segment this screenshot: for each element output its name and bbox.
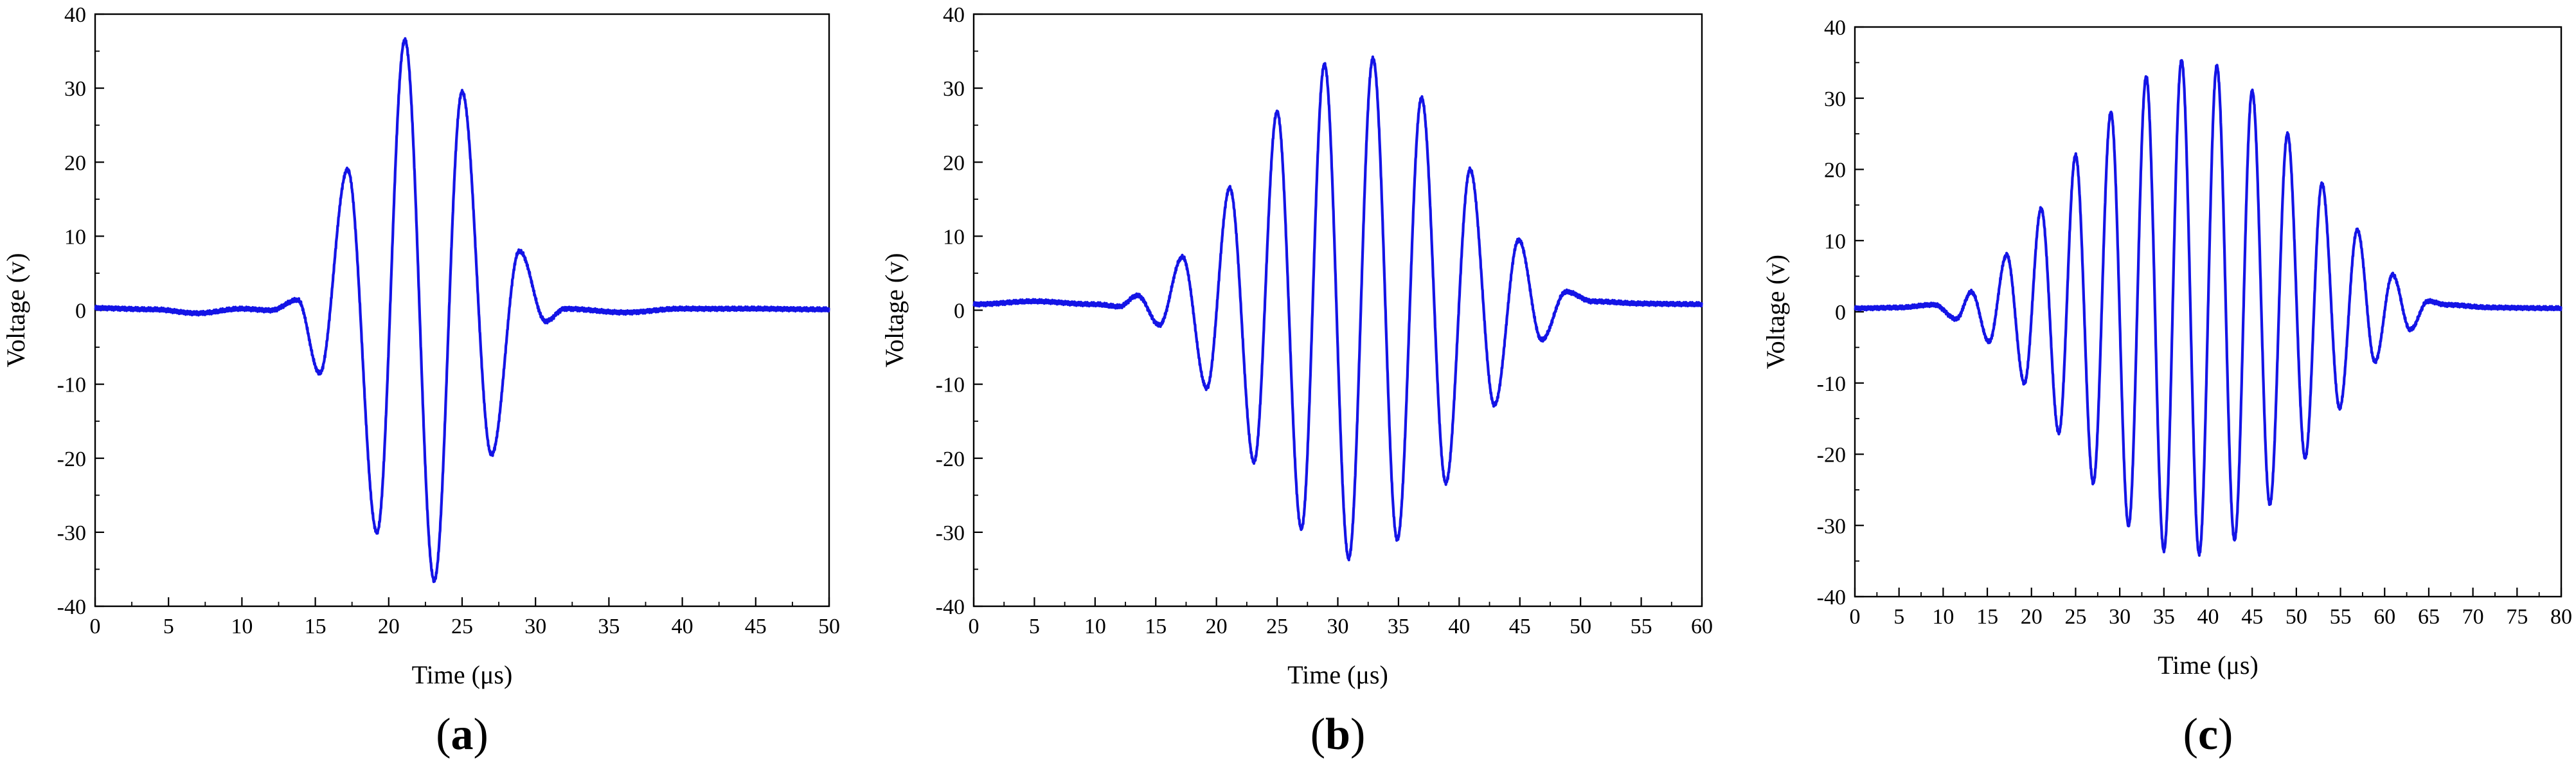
y-tick-label: -30 — [936, 521, 965, 545]
y-tick-label: 40 — [943, 3, 965, 27]
y-axis-title: Voltage (v) — [880, 253, 909, 367]
y-tick-label: 10 — [943, 225, 965, 249]
x-tick-label: 40 — [672, 615, 693, 638]
x-tick-label: 25 — [451, 615, 473, 638]
chart-panel-b: 0 5 10 15 20 25 30 35 40 45 50 55 60 -40 -30 -20 -10 0 10 2… — [880, 3, 1713, 759]
y-tick-label: -20 — [936, 447, 965, 471]
y-tick-label: 40 — [64, 3, 86, 27]
x-tick-label: 5 — [163, 615, 174, 638]
y-tick-label: -20 — [57, 447, 86, 471]
x-tick-label: 10 — [1932, 605, 1954, 629]
x-tick-label: 75 — [2506, 605, 2528, 629]
y-tick-label: -30 — [1817, 514, 1846, 538]
x-tick-label: 20 — [378, 615, 400, 638]
x-tick-label: 45 — [2241, 605, 2263, 629]
x-tick-label: 15 — [305, 615, 326, 638]
y-tick-label: -40 — [1817, 586, 1846, 609]
x-tick-label: 0 — [969, 615, 979, 638]
y-tick-label: 10 — [1824, 230, 1846, 253]
x-tick-label: 65 — [2418, 605, 2440, 629]
x-tick-label: 20 — [1206, 615, 1228, 638]
x-tick-label: 15 — [1145, 615, 1167, 638]
y-tick-label: -40 — [936, 595, 965, 619]
x-tick-label: 40 — [1448, 615, 1470, 638]
x-tick-label: 80 — [2550, 605, 2572, 629]
x-tick-label: 50 — [2285, 605, 2307, 629]
x-tick-label: 40 — [2197, 605, 2219, 629]
y-tick-label: -10 — [57, 374, 86, 397]
x-tick-label: 25 — [1266, 615, 1288, 638]
x-tick-label: 45 — [1509, 615, 1531, 638]
y-tick-label: 20 — [943, 151, 965, 175]
y-tick-label: 30 — [943, 77, 965, 101]
y-tick-label: 20 — [1824, 159, 1846, 183]
voltage-series-line — [94, 37, 830, 583]
voltage-series-line — [1854, 59, 2563, 557]
x-tick-label: 25 — [2064, 605, 2086, 629]
x-tick-label: 30 — [1327, 615, 1349, 638]
x-axis-title: Time (μs) — [1287, 660, 1388, 689]
x-tick-label: 55 — [2330, 605, 2352, 629]
x-axis-title: Time (μs) — [2158, 651, 2258, 680]
x-tick-label: 50 — [1570, 615, 1591, 638]
chart-panel-c: 0 5 10 15 20 25 30 35 40 45 50 55 60 65 70 75 80 -40 -30 -2… — [1761, 16, 2572, 759]
x-tick-label: 0 — [1850, 605, 1861, 629]
x-tick-label: 35 — [598, 615, 620, 638]
y-tick-label: -30 — [57, 521, 86, 545]
y-tick-label: 0 — [75, 300, 86, 323]
y-tick-label: 30 — [64, 77, 86, 101]
panel-label: (a) — [436, 710, 488, 759]
y-tick-label: 40 — [1824, 16, 1846, 40]
y-tick-label: -20 — [1817, 444, 1846, 467]
y-tick-label: -10 — [1817, 372, 1846, 396]
y-tick-label: 20 — [64, 151, 86, 175]
y-tick-label: -40 — [57, 595, 86, 619]
x-tick-label: 55 — [1631, 615, 1652, 638]
y-tick-label: -10 — [936, 374, 965, 397]
x-tick-label: 30 — [2109, 605, 2131, 629]
panel-label: (c) — [2183, 710, 2233, 759]
x-tick-label: 15 — [1976, 605, 1998, 629]
x-tick-label: 20 — [2021, 605, 2043, 629]
x-tick-label: 50 — [818, 615, 840, 638]
x-axis-title: Time (μs) — [412, 660, 513, 689]
x-tick-label: 0 — [90, 615, 101, 638]
x-tick-label: 45 — [745, 615, 767, 638]
panel-label: (b) — [1310, 710, 1366, 759]
x-tick-label: 5 — [1893, 605, 1904, 629]
y-axis-title: Voltage (v) — [1761, 255, 1790, 369]
x-tick-label: 35 — [2153, 605, 2175, 629]
x-tick-label: 60 — [2374, 605, 2395, 629]
x-tick-label: 70 — [2462, 605, 2484, 629]
chart-panel-a: 0 5 10 15 20 25 30 35 40 45 50 -40 -30 -20 -10 0 10 20 30 4… — [1, 3, 840, 759]
y-tick-label: 10 — [64, 225, 86, 249]
x-tick-label: 10 — [1084, 615, 1106, 638]
y-tick-label: 0 — [954, 300, 965, 323]
y-tick-label: 0 — [1835, 301, 1846, 325]
y-tick-label: 30 — [1824, 87, 1846, 111]
x-tick-label: 10 — [231, 615, 253, 638]
y-axis-title: Voltage (v) — [1, 253, 30, 367]
x-tick-label: 5 — [1029, 615, 1040, 638]
x-tick-label: 35 — [1388, 615, 1409, 638]
x-tick-label: 30 — [524, 615, 546, 638]
voltage-series-line — [972, 55, 1703, 562]
x-tick-label: 60 — [1691, 615, 1713, 638]
